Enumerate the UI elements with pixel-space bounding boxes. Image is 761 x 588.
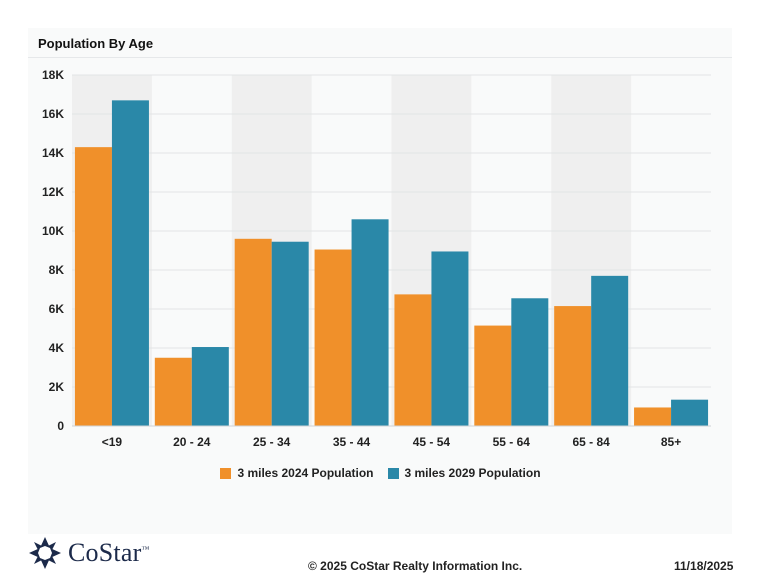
y-tick-label: 6K <box>49 302 65 316</box>
copyright-text: © 2025 CoStar Realty Information Inc. <box>308 559 523 573</box>
bar-2029 <box>271 241 309 426</box>
y-tick-label: 0 <box>57 419 64 433</box>
legend-label-2029: 3 miles 2029 Population <box>404 466 541 480</box>
bar-2024 <box>634 407 672 426</box>
y-tick-label: 2K <box>49 380 65 394</box>
y-tick-label: 12K <box>42 185 64 199</box>
bar-2029 <box>511 298 549 426</box>
bar-2024 <box>554 306 592 426</box>
x-tick-label: <19 <box>102 435 123 449</box>
x-tick-label: 20 - 24 <box>173 435 211 449</box>
chart-title: Population By Age <box>38 36 154 51</box>
x-tick-label: 85+ <box>661 435 681 449</box>
x-tick-label: 65 - 84 <box>573 435 611 449</box>
costar-wordmark: CoStar™ <box>68 538 150 567</box>
x-tick-label: 35 - 44 <box>333 435 371 449</box>
report-date: 11/18/2025 <box>674 559 734 573</box>
costar-star-icon <box>29 537 61 569</box>
legend-label-2024: 3 miles 2024 Population <box>237 466 374 480</box>
bar-2024 <box>74 147 112 426</box>
title-divider <box>28 57 732 58</box>
y-tick-label: 4K <box>49 341 65 355</box>
y-tick-label: 8K <box>49 263 65 277</box>
y-tick-label: 16K <box>42 107 64 121</box>
bar-2029 <box>431 251 469 426</box>
bar-2024 <box>234 238 272 426</box>
bar-chart: 0 2K 4K 6K 8K 10K 12K 14K 16K 18K <19 20 - 24 25 - 3… <box>42 68 711 449</box>
bar-2024 <box>314 249 352 426</box>
bar-2029 <box>671 399 709 426</box>
bar-2029 <box>591 275 629 426</box>
bar-2029 <box>111 100 149 426</box>
bar-2029 <box>351 219 389 426</box>
y-tick-label: 10K <box>42 224 64 238</box>
bar-2024 <box>474 325 512 426</box>
legend-item-2024: 3 miles 2024 Population <box>220 466 374 480</box>
bar-2024 <box>154 357 192 426</box>
x-tick-label: 45 - 54 <box>413 435 451 449</box>
y-tick-label: 18K <box>42 68 64 82</box>
legend-swatch-2024 <box>220 467 232 479</box>
costar-logo: CoStar™ <box>28 536 149 570</box>
x-tick-label: 25 - 34 <box>253 435 291 449</box>
x-tick-label: 55 - 64 <box>493 435 531 449</box>
bar-2029 <box>191 347 229 426</box>
chart-legend: 3 miles 2024 Population 3 miles 2029 Pop… <box>0 466 761 480</box>
bar-2024 <box>394 294 432 426</box>
legend-swatch-2029 <box>387 467 399 479</box>
y-tick-label: 14K <box>42 146 64 160</box>
legend-item-2029: 3 miles 2029 Population <box>387 466 541 480</box>
